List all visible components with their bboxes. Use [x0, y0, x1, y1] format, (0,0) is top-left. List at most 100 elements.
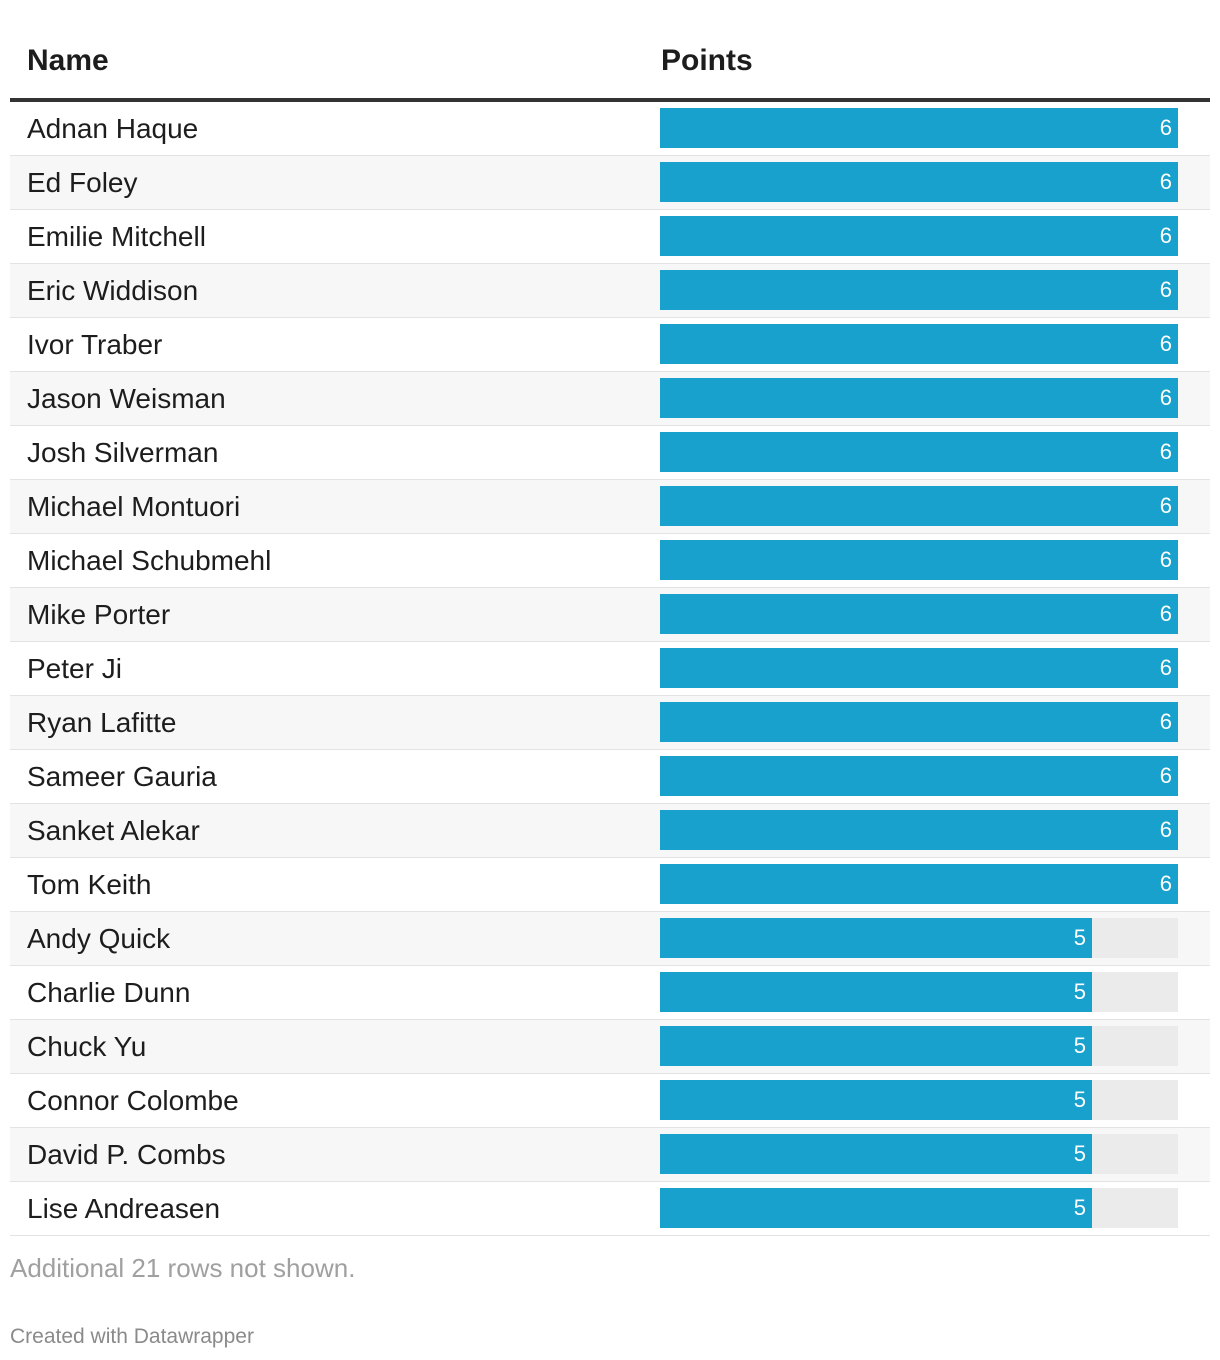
points-value-label: 6: [1159, 223, 1172, 248]
points-bar-track: 6: [660, 432, 1178, 472]
rows-not-shown-note: Additional 21 rows not shown.: [10, 1253, 356, 1283]
table-row: David P. Combs 5: [10, 1128, 1210, 1182]
table-row: Jason Weisman 6: [10, 372, 1210, 426]
row-name: Mike Porter: [27, 599, 171, 630]
points-bar-track: 6: [660, 648, 1178, 688]
table-row: Ed Foley 6: [10, 156, 1210, 210]
table-row: Chuck Yu 5: [10, 1020, 1210, 1074]
points-bar: [660, 108, 1178, 148]
points-bar: [660, 594, 1178, 634]
points-value-label: 5: [1073, 979, 1086, 1004]
points-value-label: 6: [1159, 763, 1172, 788]
points-value-label: 5: [1073, 1195, 1086, 1220]
points-value-label: 6: [1159, 331, 1172, 356]
row-name: Sameer Gauria: [27, 761, 217, 792]
row-name: Sanket Alekar: [27, 815, 200, 846]
points-value-label: 5: [1073, 925, 1086, 950]
table-header: Name Points: [10, 0, 1210, 102]
table-row: Andy Quick 5: [10, 912, 1210, 966]
points-bar-track: 6: [660, 810, 1178, 850]
column-header-points[interactable]: Points: [661, 44, 753, 77]
points-bar-track: 6: [660, 864, 1178, 904]
points-value-label: 5: [1073, 1087, 1086, 1112]
points-bar: [660, 972, 1092, 1012]
table-row: Michael Schubmehl 6: [10, 534, 1210, 588]
row-name: Ivor Traber: [27, 329, 163, 360]
table-row: Connor Colombe 5: [10, 1074, 1210, 1128]
row-name: Josh Silverman: [27, 437, 219, 468]
points-bar-track: 6: [660, 216, 1178, 256]
points-bar: [660, 756, 1178, 796]
points-bar: [660, 378, 1178, 418]
points-value-label: 5: [1073, 1033, 1086, 1058]
points-bar-track: 5: [660, 1080, 1178, 1120]
points-bar-track: 6: [660, 486, 1178, 526]
points-value-label: 6: [1159, 439, 1172, 464]
row-name: David P. Combs: [27, 1139, 226, 1170]
points-bar-track: 6: [660, 594, 1178, 634]
row-name: Michael Montuori: [27, 491, 241, 522]
points-bar: [660, 1080, 1092, 1120]
table-row: Tom Keith 6: [10, 858, 1210, 912]
points-bar: [660, 324, 1178, 364]
points-value-label: 6: [1159, 277, 1172, 302]
row-name: Eric Widdison: [27, 275, 199, 306]
points-bar-track: 5: [660, 1188, 1178, 1228]
points-bar: [660, 162, 1178, 202]
points-bar-track: 6: [660, 756, 1178, 796]
points-bar-track: 6: [660, 324, 1178, 364]
points-bar: [660, 1188, 1092, 1228]
data-table: Name Points Adnan Haque 6 Ed Foley 6 Emilie …: [10, 0, 1210, 1236]
points-bar-track: 5: [660, 972, 1178, 1012]
points-bar-track: 6: [660, 540, 1178, 580]
points-value-label: 6: [1159, 493, 1172, 518]
points-value-label: 6: [1159, 871, 1172, 896]
row-name: Connor Colombe: [27, 1085, 239, 1116]
points-value-label: 6: [1159, 709, 1172, 734]
points-bar: [660, 270, 1178, 310]
points-value-label: 6: [1159, 547, 1172, 572]
points-value-label: 6: [1159, 601, 1172, 626]
table-body: Adnan Haque 6 Ed Foley 6 Emilie Mitchell 6 Eri…: [10, 102, 1210, 1236]
table-row: Ryan Lafitte 6: [10, 696, 1210, 750]
points-value-label: 6: [1159, 817, 1172, 842]
points-bar-track: 5: [660, 1134, 1178, 1174]
row-name: Andy Quick: [27, 923, 171, 954]
points-bar-track: 6: [660, 702, 1178, 742]
points-bar: [660, 1134, 1092, 1174]
points-bar: [660, 1026, 1092, 1066]
table-row: Adnan Haque 6: [10, 102, 1210, 156]
table-row: Lise Andreasen 5: [10, 1182, 1210, 1236]
points-value-label: 6: [1159, 655, 1172, 680]
table-row: Michael Montuori 6: [10, 480, 1210, 534]
table-row: Eric Widdison 6: [10, 264, 1210, 318]
column-header-name[interactable]: Name: [27, 44, 109, 77]
points-value-label: 6: [1159, 115, 1172, 140]
points-value-label: 5: [1073, 1141, 1086, 1166]
points-bar-track: 6: [660, 270, 1178, 310]
table-row: Peter Ji 6: [10, 642, 1210, 696]
datawrapper-credit: Created with Datawrapper: [10, 1325, 254, 1348]
points-bar-track: 5: [660, 1026, 1178, 1066]
row-name: Tom Keith: [27, 869, 152, 900]
table-row: Sameer Gauria 6: [10, 750, 1210, 804]
points-bar-track: 5: [660, 918, 1178, 958]
row-name: Jason Weisman: [27, 383, 226, 414]
points-bar-track: 6: [660, 378, 1178, 418]
row-name: Michael Schubmehl: [27, 545, 272, 576]
row-name: Ryan Lafitte: [27, 707, 177, 738]
points-value-label: 6: [1159, 385, 1172, 410]
row-name: Peter Ji: [27, 653, 122, 684]
row-name: Emilie Mitchell: [27, 221, 206, 252]
row-name: Lise Andreasen: [27, 1193, 221, 1224]
points-bar: [660, 702, 1178, 742]
points-bar: [660, 216, 1178, 256]
table-row: Sanket Alekar 6: [10, 804, 1210, 858]
table-row: Emilie Mitchell 6: [10, 210, 1210, 264]
table-row: Josh Silverman 6: [10, 426, 1210, 480]
points-bar: [660, 648, 1178, 688]
table-row: Ivor Traber 6: [10, 318, 1210, 372]
points-bar: [660, 918, 1092, 958]
points-bar: [660, 540, 1178, 580]
points-bar-track: 6: [660, 108, 1178, 148]
